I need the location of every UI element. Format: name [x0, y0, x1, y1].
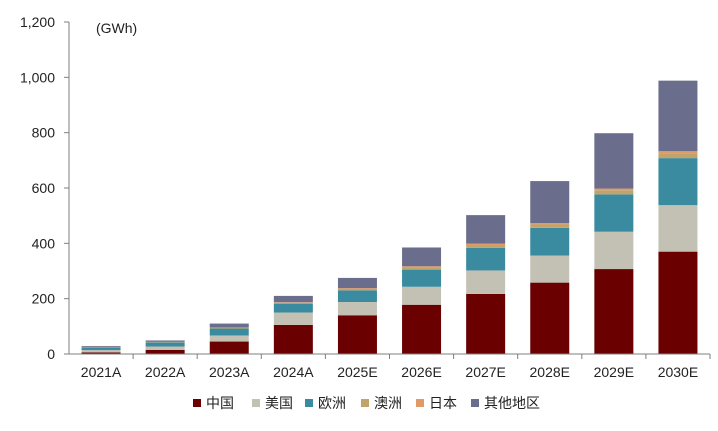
legend-label: 欧洲 — [318, 396, 346, 412]
legend: 中国 美国 欧洲 澳洲 日本 其他地区 — [193, 396, 540, 412]
bar-2028E-series-2 — [530, 227, 570, 256]
legend-label: 其他地区 — [484, 396, 540, 412]
y-tick-label: 1,200 — [20, 14, 55, 30]
bar-2021A-series-1 — [81, 350, 121, 353]
legend-swatch-1 — [252, 399, 260, 407]
bar-2022A-series-1 — [145, 346, 185, 350]
y-tick-label: 1,000 — [20, 69, 55, 85]
bar-2027E-series-4 — [466, 243, 506, 245]
bar-2024A-series-0 — [273, 324, 313, 354]
bar-2023A-series-5 — [209, 323, 249, 328]
axes-layer: 0 200 400 600 800 1,000 1,200 2021A 2022A 2023A 20… — [20, 14, 711, 380]
y-tick-label: 600 — [32, 180, 56, 196]
bar-2029E-series-5 — [594, 133, 634, 189]
bar-2029E-series-4 — [594, 188, 634, 191]
bar-2028E-series-0 — [530, 282, 570, 354]
legend-label: 澳洲 — [374, 396, 402, 412]
legend-swatch-5 — [471, 399, 479, 407]
bar-2028E-series-1 — [530, 255, 570, 283]
bar-2030E-series-3 — [658, 153, 698, 159]
bar-2025E-series-2 — [337, 290, 377, 302]
x-tick-label: 2025E — [337, 364, 377, 380]
bar-2027E-series-2 — [466, 247, 506, 271]
bar-2024A-series-1 — [273, 312, 313, 325]
bar-2022A-series-0 — [145, 349, 185, 354]
bar-2030E-series-0 — [658, 251, 698, 354]
bar-2024A-series-2 — [273, 303, 313, 313]
bar-2023A-series-2 — [209, 328, 249, 336]
bar-2028E-series-5 — [530, 181, 570, 224]
bar-2029E-series-2 — [594, 194, 634, 232]
bar-2025E-series-0 — [337, 315, 377, 354]
bar-2024A-series-5 — [273, 295, 313, 303]
bar-2026E-series-0 — [402, 304, 442, 354]
bar-2027E-series-5 — [466, 215, 506, 244]
legend-label: 中国 — [206, 396, 234, 412]
legend-swatch-3 — [361, 399, 369, 407]
bar-2026E-series-5 — [402, 247, 442, 267]
bar-2026E-series-1 — [402, 286, 442, 305]
bar-2025E-series-5 — [337, 277, 377, 289]
unit-label: (GWh) — [96, 20, 137, 36]
y-tick-label: 200 — [32, 291, 56, 307]
bar-2023A-series-4 — [209, 327, 249, 328]
bar-2023A-series-3 — [209, 327, 249, 329]
bar-2022A-series-5 — [145, 340, 185, 342]
bar-2027E-series-0 — [466, 293, 506, 354]
y-tick-label: 800 — [32, 125, 56, 141]
bar-2026E-series-3 — [402, 267, 442, 270]
x-tick-label: 2030E — [658, 364, 698, 380]
bars-layer — [81, 80, 698, 354]
bar-2023A-series-1 — [209, 335, 249, 342]
bar-2028E-series-4 — [530, 223, 570, 225]
x-tick-label: 2026E — [401, 364, 441, 380]
bar-2022A-series-2 — [145, 342, 185, 347]
legend-swatch-2 — [305, 399, 313, 407]
x-tick-label: 2022A — [145, 364, 186, 380]
bar-2025E-series-1 — [337, 301, 377, 316]
bar-2024A-series-3 — [273, 302, 313, 304]
bar-2026E-series-2 — [402, 269, 442, 287]
x-tick-label: 2023A — [209, 364, 250, 380]
x-tick-label: 2027E — [465, 364, 505, 380]
bar-2029E-series-0 — [594, 269, 634, 354]
bar-2030E-series-2 — [658, 158, 698, 206]
y-tick-label: 400 — [32, 235, 56, 251]
bar-2030E-series-4 — [658, 151, 698, 154]
x-tick-label: 2021A — [81, 364, 122, 380]
bar-2027E-series-1 — [466, 270, 506, 294]
bar-2030E-series-5 — [658, 80, 698, 152]
bar-2021A-series-0 — [81, 352, 121, 354]
bar-2021A-series-2 — [81, 347, 121, 351]
bar-2027E-series-3 — [466, 244, 506, 248]
bar-2025E-series-4 — [337, 288, 377, 289]
bar-2023A-series-0 — [209, 341, 249, 354]
legend-label: 美国 — [265, 396, 293, 412]
legend-swatch-4 — [416, 399, 424, 407]
bar-2026E-series-4 — [402, 266, 442, 268]
bar-2030E-series-1 — [658, 205, 698, 252]
bar-2021A-series-5 — [81, 345, 121, 347]
bar-2025E-series-3 — [337, 288, 377, 291]
x-tick-label: 2024A — [273, 364, 314, 380]
x-tick-label: 2029E — [594, 364, 634, 380]
bar-2024A-series-4 — [273, 302, 313, 303]
bar-2028E-series-3 — [530, 224, 570, 228]
y-tick-label: 0 — [47, 346, 55, 362]
legend-swatch-0 — [193, 399, 201, 407]
bar-2029E-series-3 — [594, 190, 634, 195]
x-tick-label: 2028E — [530, 364, 570, 380]
legend-label: 日本 — [429, 396, 457, 412]
bar-2029E-series-1 — [594, 231, 634, 270]
